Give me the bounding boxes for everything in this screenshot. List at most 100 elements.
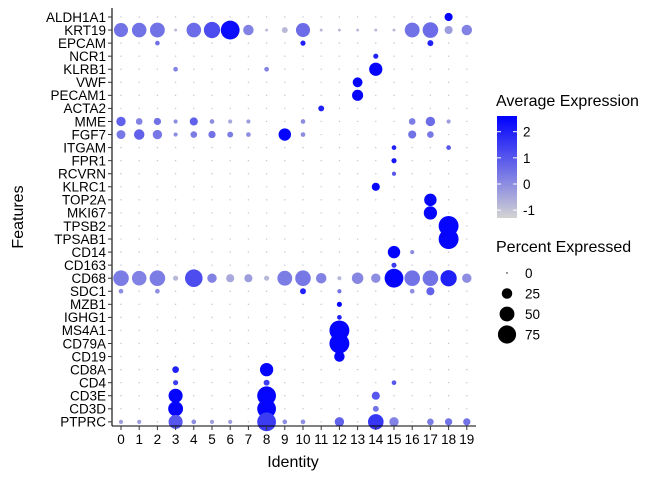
dot-CD14-0 bbox=[120, 251, 122, 253]
dot-CD8A-5 bbox=[211, 368, 213, 371]
dot-NCR1-18 bbox=[447, 55, 450, 57]
dot-MME-5 bbox=[209, 119, 215, 124]
dot-PTPRC-10 bbox=[300, 419, 306, 425]
dot-TPSAB1-11 bbox=[320, 238, 322, 240]
dot-TPSAB1-8 bbox=[265, 238, 268, 240]
y-tick-label-MKI67: MKI67 bbox=[67, 206, 106, 221]
dot-TPSAB1-3 bbox=[174, 238, 177, 240]
color-legend-title: Average Expression bbox=[496, 93, 639, 110]
dot-ITGAM-18 bbox=[446, 145, 451, 150]
dot-CD3E-3 bbox=[168, 388, 183, 403]
dot-CD14-19 bbox=[466, 251, 468, 253]
dot-PTPRC-16 bbox=[411, 421, 413, 423]
y-tick-label-CD8A: CD8A bbox=[70, 362, 106, 377]
dot-FGF7-0 bbox=[116, 130, 126, 139]
dot-CD3E-6 bbox=[229, 395, 231, 397]
dot-FGF7-4 bbox=[190, 131, 198, 138]
dot-PECAM1-10 bbox=[302, 94, 304, 97]
dot-MS4A1-11 bbox=[320, 329, 322, 332]
dot-CD163-3 bbox=[174, 264, 177, 266]
dot-CD19-18 bbox=[447, 355, 450, 358]
dot-KLRC1-2 bbox=[156, 186, 159, 188]
dot-ITGAM-2 bbox=[156, 146, 159, 149]
dot-TOP2A-16 bbox=[411, 199, 413, 201]
dot-KLRC1-15 bbox=[393, 186, 395, 188]
dot-SDC1-8 bbox=[265, 290, 268, 292]
y-tick-label-ALDH1A1: ALDH1A1 bbox=[46, 10, 106, 25]
dot-CD19-3 bbox=[174, 355, 177, 358]
dot-CD14-3 bbox=[174, 251, 177, 253]
dot-VWF-0 bbox=[120, 81, 122, 84]
dot-CD8A-16 bbox=[411, 368, 413, 371]
dot-MS4A1-18 bbox=[447, 329, 450, 332]
dot-CD163-16 bbox=[411, 264, 413, 266]
dot-PTPRC-11 bbox=[320, 421, 322, 423]
dot-CD8A-4 bbox=[193, 368, 195, 371]
dot-PTPRC-19 bbox=[463, 418, 471, 426]
dot-CD163-6 bbox=[229, 264, 231, 266]
dot-TPSAB1-19 bbox=[466, 238, 468, 240]
dot-TPSAB1-18 bbox=[438, 229, 459, 249]
dot-RCVRN-1 bbox=[138, 173, 140, 175]
dot-CD68-18 bbox=[440, 270, 457, 287]
dot-KLRC1-11 bbox=[320, 186, 322, 188]
dot-CD79A-3 bbox=[174, 342, 177, 345]
dot-CD3D-12 bbox=[338, 408, 341, 410]
dot-PTPRC-1 bbox=[137, 419, 142, 424]
dot-TPSAB1-17 bbox=[429, 238, 432, 240]
dot-TOP2A-7 bbox=[247, 199, 250, 201]
dot-SDC1-1 bbox=[138, 290, 140, 292]
dot-CD3E-11 bbox=[320, 395, 322, 397]
dot-SDC1-6 bbox=[229, 290, 231, 292]
dot-CD4-7 bbox=[247, 381, 250, 384]
y-tick-label-CD3E: CD3E bbox=[70, 389, 106, 404]
dot-KLRB1-0 bbox=[120, 68, 122, 70]
dot-FPR1-15 bbox=[391, 158, 397, 164]
dot-IGHG1-17 bbox=[429, 316, 432, 319]
dot-KRT19-10 bbox=[295, 23, 311, 38]
dot-MKI67-1 bbox=[138, 212, 140, 214]
dot-CD14-14 bbox=[375, 251, 377, 253]
dot-SDC1-15 bbox=[393, 290, 395, 292]
dot-RCVRN-0 bbox=[120, 173, 122, 175]
dot-CD8A-8 bbox=[259, 362, 274, 377]
dot-KLRC1-13 bbox=[356, 186, 359, 188]
dot-ALDH1A1-3 bbox=[174, 16, 177, 18]
dot-CD4-2 bbox=[156, 381, 159, 384]
dot-ITGAM-16 bbox=[411, 146, 413, 149]
dot-FPR1-12 bbox=[338, 159, 341, 162]
dot-FPR1-4 bbox=[193, 159, 195, 162]
dot-ACTA2-10 bbox=[302, 107, 304, 110]
dot-VWF-17 bbox=[429, 81, 432, 84]
x-tick-label-7: 7 bbox=[245, 432, 253, 447]
dot-MZB1-9 bbox=[284, 303, 286, 306]
dot-NCR1-5 bbox=[211, 55, 213, 57]
dot-KLRC1-6 bbox=[229, 186, 231, 188]
dot-ITGAM-4 bbox=[193, 146, 195, 149]
dot-CD19-17 bbox=[429, 355, 432, 358]
dot-KRT19-5 bbox=[203, 21, 221, 39]
dot-RCVRN-12 bbox=[338, 173, 341, 175]
dot-VWF-4 bbox=[193, 81, 195, 84]
dot-PTPRC-15 bbox=[389, 417, 399, 427]
dot-TOP2A-2 bbox=[156, 199, 159, 201]
dot-VWF-9 bbox=[284, 81, 286, 84]
dot-TPSB2-10 bbox=[302, 225, 304, 227]
dot-KLRB1-8 bbox=[264, 66, 269, 72]
dot-TPSB2-14 bbox=[375, 225, 377, 227]
dot-KRT19-1 bbox=[131, 22, 147, 38]
dot-TPSB2-16 bbox=[411, 225, 413, 227]
dot-CD4-9 bbox=[284, 381, 286, 384]
dot-CD3D-14 bbox=[372, 405, 379, 412]
dot-CD14-15 bbox=[387, 245, 401, 259]
dot-CD68-6 bbox=[226, 274, 235, 283]
dot-SDC1-9 bbox=[284, 290, 286, 292]
dot-MS4A1-9 bbox=[284, 329, 286, 332]
dot-FPR1-16 bbox=[411, 159, 413, 162]
x-tick-label-10: 10 bbox=[295, 432, 310, 447]
dot-TOP2A-0 bbox=[120, 199, 122, 201]
dot-PECAM1-8 bbox=[265, 94, 268, 97]
dot-CD163-17 bbox=[429, 264, 432, 266]
dot-CD79A-6 bbox=[229, 342, 231, 345]
dot-MKI67-11 bbox=[320, 212, 322, 214]
